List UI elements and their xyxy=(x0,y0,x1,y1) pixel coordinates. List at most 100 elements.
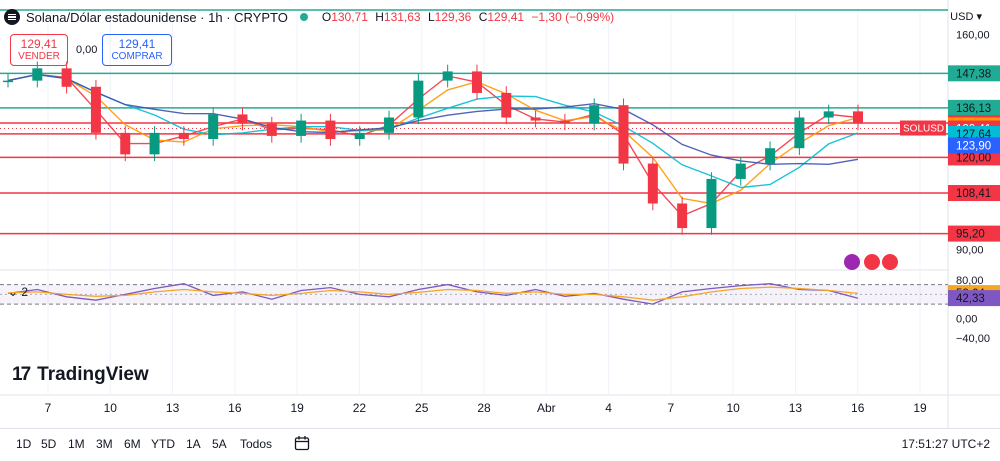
candle-body xyxy=(501,92,512,118)
rsi-series-line xyxy=(7,283,859,305)
buy-label: COMPRAR xyxy=(111,51,163,62)
candle-body xyxy=(237,114,248,124)
x-tick-label: 7 xyxy=(45,401,52,415)
candle-body xyxy=(559,120,570,124)
candle-body xyxy=(823,111,834,118)
x-tick-label: 13 xyxy=(166,401,180,415)
candle-body xyxy=(354,132,365,139)
level-tag xyxy=(948,225,1000,242)
rsi-y-tick-label: 0,00 xyxy=(956,314,977,326)
timeframe-5d[interactable]: 5D xyxy=(41,437,57,451)
timeframe-1a[interactable]: 1A xyxy=(186,437,201,451)
candle-body xyxy=(735,163,746,179)
level-tag xyxy=(948,99,1000,116)
candle-body xyxy=(3,80,13,83)
candle-body xyxy=(178,132,189,139)
candle-body xyxy=(706,178,717,229)
timeframe-ytd[interactable]: YTD xyxy=(151,437,175,451)
spread-value: 0,00 xyxy=(76,44,98,56)
timeframe-5a[interactable]: 5A xyxy=(212,437,227,451)
x-tick-label: 10 xyxy=(726,401,740,415)
candle-body xyxy=(325,120,336,139)
x-tick-label: 13 xyxy=(789,401,803,415)
ohlc-readout: O130,71 H131,63 L129,36 C129,41 −1,30 (−… xyxy=(321,10,615,24)
event-us-flag-icon xyxy=(864,254,880,270)
rsi-band xyxy=(0,284,948,305)
rsi-y-tick-label: −40,00 xyxy=(956,333,990,345)
candle-body xyxy=(530,117,541,121)
timeframe-3m[interactable]: 3M xyxy=(96,437,113,451)
x-tick-label: 7 xyxy=(668,401,675,415)
calendar-icon[interactable] xyxy=(294,435,310,451)
solana-icon xyxy=(4,9,20,25)
symbol-tag-label: SOLUSD xyxy=(903,124,944,135)
x-tick-label: 22 xyxy=(353,401,367,415)
chart-header: Solana/Dólar estadounidense · 1h · CRYPT… xyxy=(4,6,618,28)
rsi-value-tag-label: 42,33 xyxy=(956,293,985,305)
level-tag-label: 108,41 xyxy=(956,188,991,200)
level-tag-label: 95,20 xyxy=(956,229,985,241)
symbol-title[interactable]: Solana/Dólar estadounidense · 1h · CRYPT… xyxy=(26,9,288,25)
timeframe-1m[interactable]: 1M xyxy=(68,437,85,451)
x-tick-label: 28 xyxy=(477,401,491,415)
candle-body xyxy=(61,68,72,87)
buy-button[interactable]: 129,41 COMPRAR xyxy=(102,34,172,66)
tradingview-logo: 17 TradingView xyxy=(12,364,149,386)
candle-body xyxy=(296,120,307,136)
level-tag-label: 120,00 xyxy=(956,152,991,164)
candle-body xyxy=(794,117,805,149)
candle-body xyxy=(266,123,277,136)
sell-price: 129,41 xyxy=(20,37,58,51)
price-tag xyxy=(948,137,1000,154)
candle-body xyxy=(384,117,395,133)
x-tick-label: 19 xyxy=(290,401,304,415)
event-us-flag-icon xyxy=(882,254,898,270)
candle-body xyxy=(90,86,101,133)
level-tag-label: 147,38 xyxy=(956,68,991,80)
candle-body xyxy=(149,132,160,155)
candle-body xyxy=(765,148,776,164)
change-readout: −1,30 (−0,99%) xyxy=(531,10,615,24)
rsi-value-tag xyxy=(948,290,1000,307)
currency-selector[interactable]: USD ▾ xyxy=(950,11,982,23)
x-tick-label: 16 xyxy=(228,401,242,415)
timeframe-all[interactable]: Todos xyxy=(240,437,273,451)
clock-readout[interactable]: 17:51:27 UTC+2 xyxy=(901,437,990,451)
price-tag-label: 123,90 xyxy=(956,140,991,152)
candle-body xyxy=(589,105,600,124)
symbol-tag xyxy=(900,120,946,136)
timeframe-6m[interactable]: 6M xyxy=(124,437,141,451)
x-tick-label: 10 xyxy=(104,401,118,415)
candle-body xyxy=(853,111,863,124)
y-tick-label: 90,00 xyxy=(956,245,984,257)
moving-average-line xyxy=(7,73,859,166)
candle-body xyxy=(413,80,424,118)
candle-body xyxy=(677,203,688,229)
x-tick-label: 4 xyxy=(605,401,612,415)
timeframe-1d[interactable]: 1D xyxy=(16,437,32,451)
brand-name: TradingView xyxy=(37,364,149,385)
market-status-dot xyxy=(299,13,308,21)
candle-body xyxy=(442,71,453,81)
candle-body xyxy=(208,114,219,139)
sell-button[interactable]: 129,41 VENDER xyxy=(10,34,68,66)
x-tick-label: Abr xyxy=(537,401,556,415)
rsi-series-line xyxy=(7,286,859,301)
chevron-down-icon: ▾ xyxy=(976,11,982,23)
x-tick-label: 19 xyxy=(913,401,927,415)
candle-body xyxy=(120,132,131,155)
bottom-toolbar: 1D 5D 1M 3M 6M YTD 1A 5A Todos 17:51:27 … xyxy=(0,428,1000,461)
level-tag-label: 136,13 xyxy=(956,103,991,115)
event-flash-icon xyxy=(844,254,860,270)
rsi-legend: ⌄ 2 xyxy=(8,285,28,299)
y-tick-label: 160,00 xyxy=(956,30,990,42)
x-tick-label: 16 xyxy=(851,401,865,415)
rsi-y-tick-label: 80,00 xyxy=(956,275,984,287)
candle-body xyxy=(618,105,629,164)
x-tick-label: 25 xyxy=(415,401,429,415)
candle-body xyxy=(471,71,482,93)
candle-body xyxy=(32,68,43,81)
moving-average-line xyxy=(7,73,859,189)
sell-label: VENDER xyxy=(18,51,60,62)
